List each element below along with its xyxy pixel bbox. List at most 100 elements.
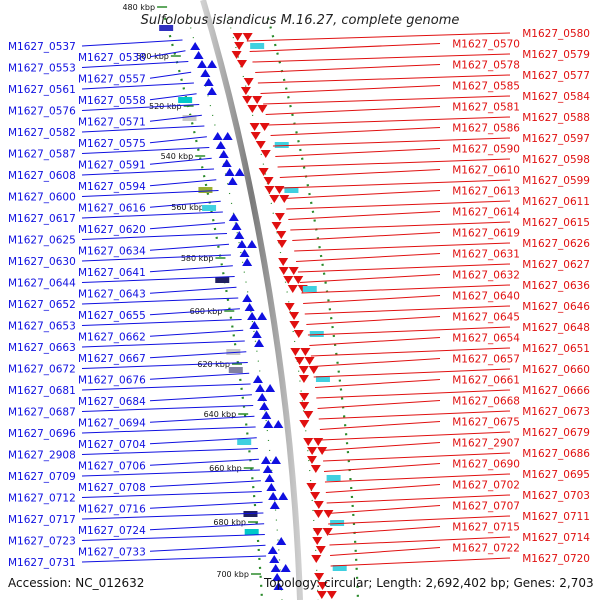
label-connector (297, 263, 511, 273)
gene-label: M1627_0695 (522, 469, 590, 481)
gene-label: M1627_0679 (522, 427, 590, 439)
label-connector (249, 43, 441, 52)
plus-gene-arrow (244, 303, 255, 311)
minus-gene-arrow (252, 96, 263, 104)
gene-label: M1627_0733 (78, 546, 146, 558)
scale-label: 480 kbp (122, 3, 155, 12)
minus-gene-arrow (312, 537, 323, 545)
feature-block (330, 520, 345, 526)
label-connector (149, 93, 197, 101)
gene-label: M1627_0696 (8, 428, 76, 440)
label-connector (301, 284, 511, 294)
minus-gene-arrow (271, 222, 282, 230)
label-connector (81, 104, 200, 111)
label-connector (314, 379, 441, 388)
feature-block (228, 367, 243, 373)
minus-gene-arrow (317, 582, 328, 590)
label-connector (288, 211, 441, 220)
label-connector (149, 501, 263, 509)
minus-gene-arrow (294, 357, 305, 365)
gene-label: M1627_0577 (522, 70, 590, 82)
gene-label: M1627_0714 (522, 532, 590, 544)
minus-gene-arrow (258, 168, 269, 176)
plus-gene-arrow (269, 501, 280, 509)
label-connector (324, 463, 441, 472)
label-connector (81, 512, 264, 520)
plus-gene-arrow (255, 384, 266, 392)
label-connector (312, 358, 441, 367)
plus-gene-arrow (206, 60, 217, 68)
label-connector (303, 295, 441, 304)
gene-label: M1627_0641 (78, 267, 146, 279)
gene-label: M1627_0706 (78, 460, 146, 472)
minus-gene-arrow (317, 447, 328, 455)
plus-gene-arrow (190, 42, 201, 50)
gene-label: M1627_0617 (8, 213, 76, 225)
minus-gene-arrow (298, 375, 309, 383)
label-connector (81, 319, 242, 326)
plus-gene-arrow (257, 393, 268, 401)
gene-label: M1627_0616 (78, 202, 146, 214)
plus-gene-arrow (264, 474, 275, 482)
minus-gene-arrow (284, 303, 295, 311)
gene-label: M1627_0586 (452, 123, 520, 135)
feature-block (182, 115, 197, 121)
plus-gene-arrow (196, 60, 207, 68)
minus-gene-arrow (290, 348, 301, 356)
gene-label: M1627_0711 (522, 511, 590, 523)
label-connector (149, 200, 221, 208)
gene-label: M1627_0654 (452, 333, 520, 345)
minus-gene-arrow (293, 276, 304, 284)
minus-gene-arrow (274, 213, 285, 221)
gene-label: M1627_0626 (522, 238, 590, 250)
gene-label: M1627_0600 (8, 192, 76, 204)
label-connector (307, 326, 511, 336)
label-connector (313, 368, 511, 378)
gene-label: M1627_0571 (78, 116, 146, 128)
label-connector (81, 82, 194, 90)
plus-gene-arrow (239, 249, 250, 257)
gene-label: M1627_0613 (452, 186, 520, 198)
minus-gene-arrow (315, 546, 326, 554)
minus-gene-arrow (257, 105, 268, 113)
minus-gene-arrow (312, 528, 323, 536)
plus-gene-arrow (262, 465, 273, 473)
minus-gene-arrow (276, 231, 287, 239)
label-connector (149, 415, 255, 423)
plus-gene-arrow (246, 240, 257, 248)
gene-label: M1627_0587 (8, 149, 76, 161)
label-connector (149, 243, 230, 251)
scale-label: 580 kbp (181, 254, 214, 263)
minus-gene-arrow (260, 150, 271, 158)
plus-gene-arrow (247, 312, 258, 320)
gene-label: M1627_0675 (452, 417, 520, 429)
label-connector (270, 127, 441, 136)
gene-label: M1627_0708 (78, 482, 146, 494)
plus-gene-arrow (218, 150, 229, 158)
feature-block (178, 97, 193, 103)
minus-gene-arrow (299, 402, 310, 410)
plus-gene-arrow (276, 537, 287, 545)
label-connector (329, 536, 511, 546)
minus-gene-arrow (278, 267, 289, 275)
minus-gene-arrow (303, 438, 314, 446)
label-connector (255, 64, 441, 73)
map-title: Sulfolobus islandicus M.16.27, complete … (141, 13, 460, 28)
feature-block (215, 277, 230, 283)
label-connector (319, 421, 441, 430)
gene-label: M1627_0538 (78, 52, 146, 64)
plus-gene-arrow (270, 456, 281, 464)
gene-label: M1627_0716 (78, 503, 146, 515)
plus-gene-arrow (260, 456, 271, 464)
scale-label: 640 kbp (204, 410, 237, 419)
scale-label: 560 kbp (171, 203, 204, 212)
gene-label: M1627_0720 (522, 553, 590, 565)
gene-label: M1627_0634 (78, 245, 146, 257)
plus-gene-arrow (242, 294, 253, 302)
gene-label: M1627_0717 (8, 514, 76, 526)
label-connector (246, 32, 511, 42)
label-connector (81, 211, 223, 219)
label-connector (328, 515, 511, 525)
gene-label: M1627_0643 (78, 288, 146, 300)
feature-block (302, 286, 317, 292)
